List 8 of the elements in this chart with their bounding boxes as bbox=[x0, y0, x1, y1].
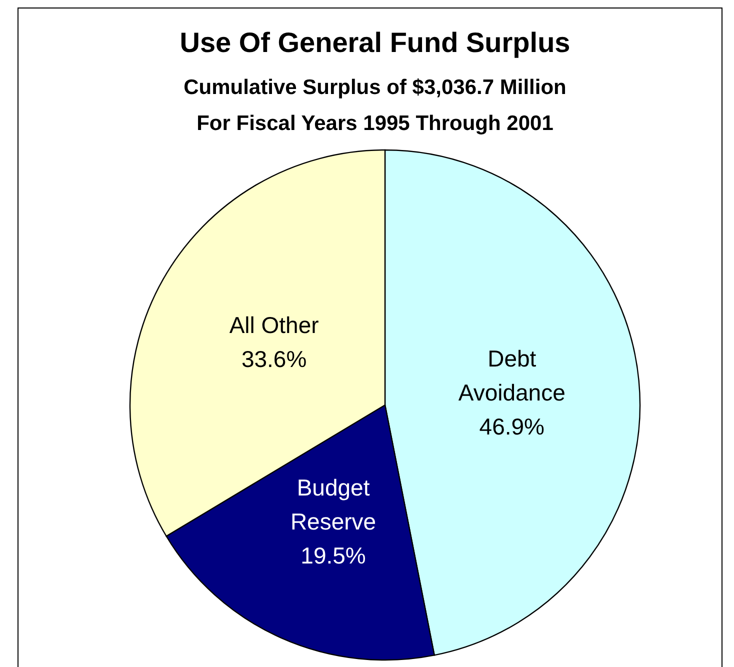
slice-label: All Other bbox=[229, 312, 320, 338]
chart-subtitle: Cumulative Surplus of $3,036.7 Million For Fiscal Years 1995 Through 2001 bbox=[184, 76, 566, 135]
chart-title: Use Of General Fund Surplus bbox=[180, 27, 570, 58]
data-label: 19.5% bbox=[300, 542, 366, 569]
data-label: 46.9% bbox=[479, 414, 545, 440]
slice-label: Debt Avoidance bbox=[458, 346, 566, 406]
slice-label: Budget Reserve bbox=[290, 474, 376, 535]
data-label: 33.6% bbox=[241, 346, 307, 372]
